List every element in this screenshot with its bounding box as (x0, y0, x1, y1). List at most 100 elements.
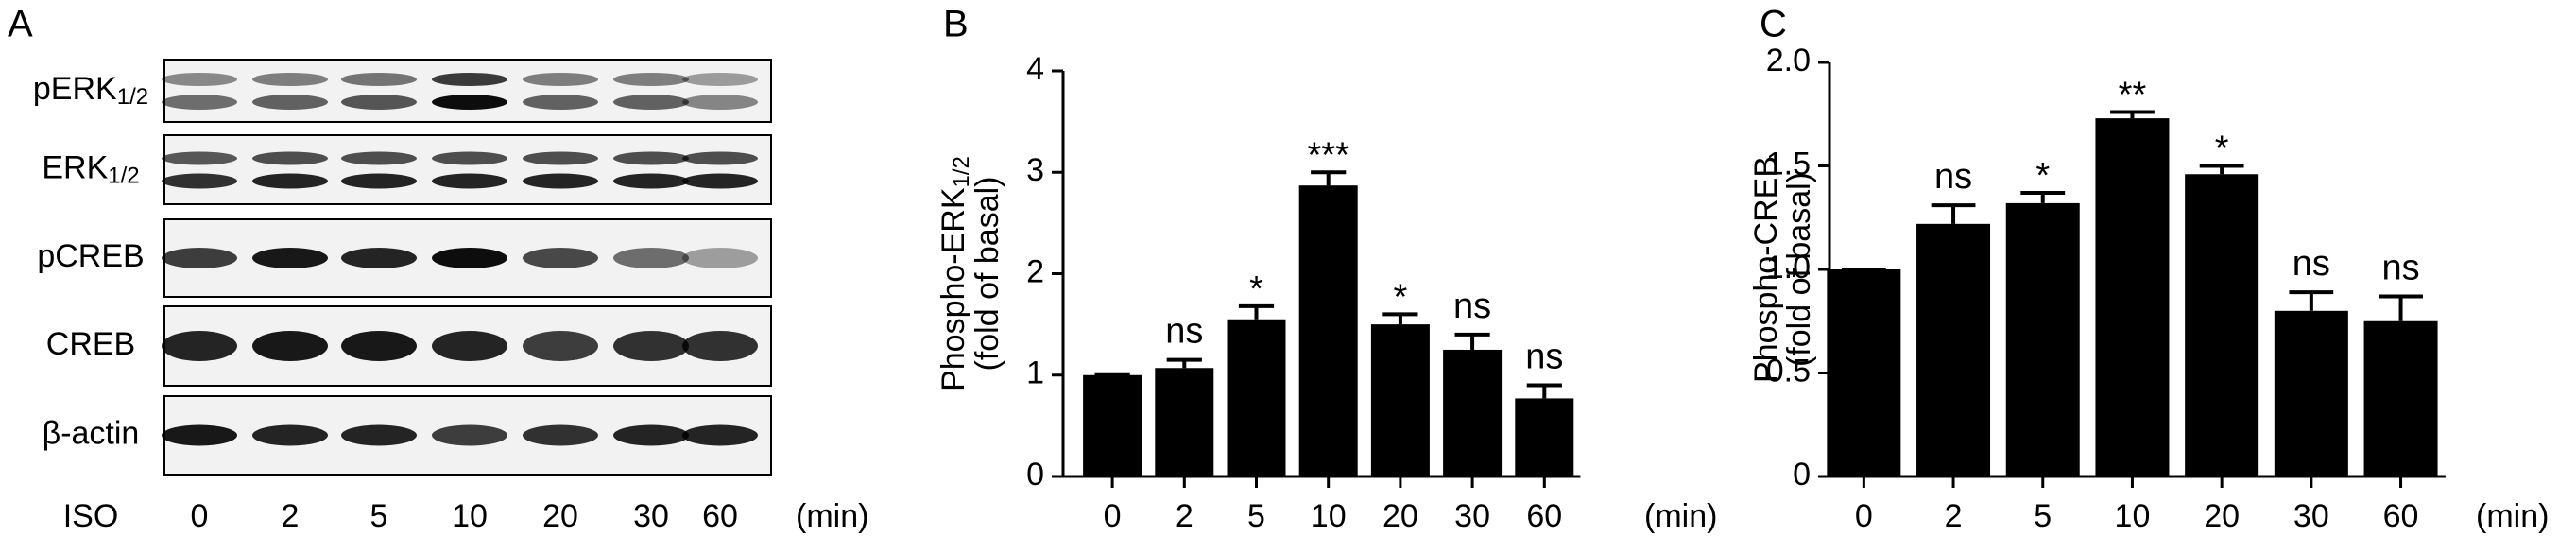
error-bar (2020, 190, 2066, 203)
error-bar (1311, 170, 1347, 186)
lane-label: 10 (452, 498, 488, 534)
y-axis-label-main: Phospho-CREB (1748, 156, 1784, 383)
blot-box (163, 59, 772, 123)
x-tick-label: 2 (1945, 498, 1963, 534)
row-label: CREB (46, 326, 135, 362)
bar (1298, 185, 1358, 476)
band (432, 424, 507, 446)
band (341, 73, 417, 86)
band (162, 73, 237, 86)
band (682, 73, 758, 86)
bar (2185, 174, 2259, 476)
band (613, 331, 689, 361)
band (682, 151, 758, 165)
error-bar (1931, 203, 1976, 224)
y-tick-label: 1.5 (1766, 146, 1811, 182)
row-label-main: pCREB (37, 238, 144, 274)
bar (2095, 118, 2170, 476)
band (523, 173, 598, 189)
y-tick-label: 2 (1026, 253, 1044, 289)
band (252, 95, 328, 110)
lane-label: 2 (282, 498, 300, 534)
significance-label: ** (2119, 76, 2147, 115)
band (162, 151, 237, 165)
error-bar (1454, 332, 1490, 350)
significance-label: * (1249, 269, 1263, 309)
lane-label: 30 (633, 498, 669, 534)
bar (1916, 223, 1991, 476)
band (252, 173, 328, 189)
band (523, 73, 598, 86)
band (613, 95, 689, 110)
y-axis-label: (fold of basal) (1781, 172, 1817, 367)
significance-label: ns (1453, 286, 1491, 326)
x-tick-label: 10 (1311, 498, 1347, 534)
band (523, 248, 598, 268)
row-label: ERK1/2 (42, 149, 139, 188)
y-axis-label: Phospho-CREB (1748, 156, 1784, 383)
band (162, 331, 237, 361)
panel-label: B (943, 4, 969, 45)
bar (2274, 310, 2348, 476)
band (613, 248, 689, 268)
x-tick-label: 20 (2204, 498, 2240, 534)
panel-label: C (1760, 4, 1787, 45)
band (682, 331, 758, 361)
error-bar (1238, 303, 1275, 320)
significance-label: * (2215, 130, 2229, 169)
x-tick-label: 30 (1454, 498, 1490, 534)
lane-label: 20 (542, 498, 578, 534)
significance-label: ns (2381, 249, 2419, 288)
significance-label: ns (2293, 244, 2330, 284)
error-bar (1166, 357, 1202, 369)
x-tick-label: 5 (2034, 498, 2052, 534)
row-label-sub: 1/2 (108, 164, 139, 189)
x-unit: (min) (2476, 498, 2549, 534)
bar (2363, 320, 2438, 476)
band (341, 248, 417, 268)
band (682, 95, 758, 110)
x-tick-label: 60 (2383, 498, 2419, 534)
bar (1083, 374, 1142, 476)
band (252, 151, 328, 165)
band (341, 151, 417, 165)
y-tick-label: 0.5 (1766, 353, 1811, 389)
significance-label: * (1394, 277, 1408, 317)
significance-label: ns (1525, 338, 1563, 377)
row-label-main: pERK (33, 71, 117, 107)
bar (1370, 324, 1430, 476)
row-label: β-actin (43, 415, 140, 451)
band (162, 95, 237, 110)
blot-box (163, 134, 772, 205)
band (523, 151, 598, 165)
bar (1155, 368, 1214, 476)
band (252, 424, 328, 446)
error-bar (2199, 164, 2244, 175)
band (341, 331, 417, 361)
error-bar (1526, 383, 1562, 399)
y-tick-label: 0 (1026, 457, 1044, 493)
y-tick-label: 2.0 (1766, 43, 1811, 78)
band (523, 95, 598, 110)
band (341, 424, 417, 446)
bar (1227, 319, 1286, 476)
y-tick-label: 1 (1026, 355, 1044, 391)
lane-label: 60 (702, 498, 738, 534)
band (341, 173, 417, 189)
band (523, 331, 598, 361)
x-tick-label: 5 (1247, 498, 1265, 534)
significance-label: * (2035, 156, 2050, 196)
row-label-main: CREB (46, 326, 135, 362)
band (432, 331, 507, 361)
bar (1827, 269, 1901, 476)
row-label: pCREB (37, 238, 144, 274)
band (432, 151, 507, 165)
band (682, 424, 758, 446)
band (432, 95, 507, 110)
y-tick-label: 4 (1026, 51, 1044, 87)
band (682, 173, 758, 189)
x-tick-label: 0 (1855, 498, 1873, 534)
band (252, 73, 328, 86)
band (432, 173, 507, 189)
